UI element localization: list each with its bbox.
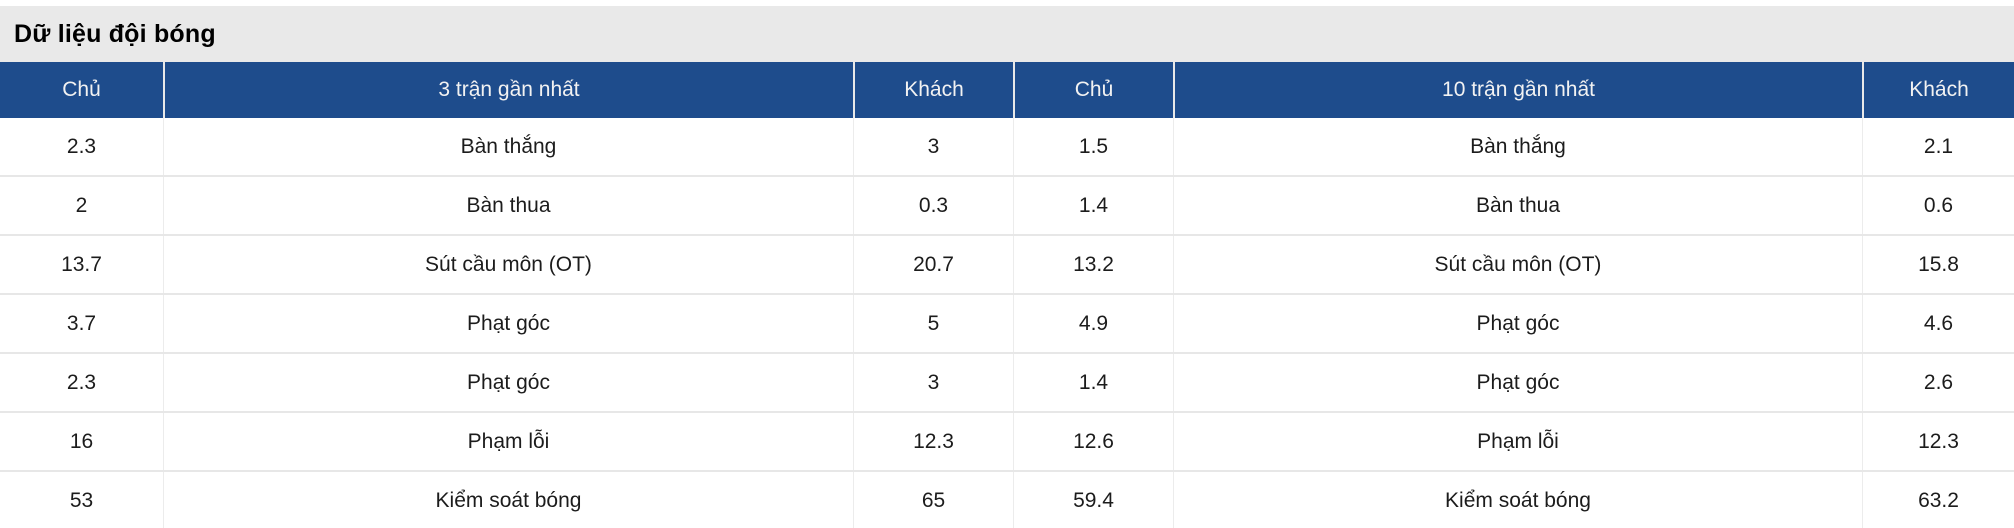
away10-value: 12.3 bbox=[1862, 413, 2014, 470]
home3-value: 2.3 bbox=[66, 370, 97, 394]
home3-value: 3.7 bbox=[66, 311, 97, 335]
stat-label-3: Bàn thắng bbox=[163, 118, 853, 175]
stat-label-10: Bàn thua bbox=[1173, 177, 1862, 234]
page-title: Dữ liệu đội bóng bbox=[14, 19, 216, 48]
home10-value: 1.5 bbox=[1013, 118, 1173, 175]
stat-label-10: Sút cầu môn (OT) bbox=[1173, 236, 1862, 293]
home3-value: 2 bbox=[75, 193, 88, 217]
header-away-last3: Khách bbox=[853, 62, 1013, 118]
home10-value: 13.2 bbox=[1013, 236, 1173, 293]
table-row: 16 Phạm lỗi 12.3 12.6 Phạm lỗi 12.3 bbox=[0, 413, 2014, 472]
home3-value: 13.7 bbox=[61, 252, 102, 276]
stat-label-10: Bàn thắng bbox=[1173, 118, 1862, 175]
table-row: 2.3 Bàn thắng 3 1.5 Bàn thắng 2.1 bbox=[0, 118, 2014, 177]
home3-value: 53 bbox=[69, 488, 94, 512]
header-away-last10: Khách bbox=[1862, 62, 2014, 118]
stat-label-3: Sút cầu môn (OT) bbox=[163, 236, 853, 293]
home3-value: 2.3 bbox=[66, 134, 97, 158]
home10-value: 1.4 bbox=[1013, 354, 1173, 411]
away3-value: 12.3 bbox=[853, 413, 1013, 470]
stat-label-10: Phạt góc bbox=[1173, 354, 1862, 411]
stat-label-3: Bàn thua bbox=[163, 177, 853, 234]
away3-value: 65 bbox=[853, 472, 1013, 528]
away3-value: 0.3 bbox=[853, 177, 1013, 234]
home10-value: 59.4 bbox=[1013, 472, 1173, 528]
away3-value: 3 bbox=[853, 118, 1013, 175]
home10-value: 12.6 bbox=[1013, 413, 1173, 470]
away10-value: 63.2 bbox=[1862, 472, 2014, 528]
stats-table: Chủ 3 trận gần nhất Khách Chủ 10 trận gầ… bbox=[0, 62, 2014, 528]
table-row: 53 Kiểm soát bóng 65 59.4 Kiểm soát bóng… bbox=[0, 472, 2014, 528]
table-row: 13.7 Sút cầu môn (OT) 20.7 13.2 Sút cầu … bbox=[0, 236, 2014, 295]
away3-value: 3 bbox=[853, 354, 1013, 411]
away10-value: 2.6 bbox=[1862, 354, 2014, 411]
table-row: 2 Bàn thua 0.3 1.4 Bàn thua 0.6 bbox=[0, 177, 2014, 236]
away10-value: 2.1 bbox=[1862, 118, 2014, 175]
away3-value: 20.7 bbox=[853, 236, 1013, 293]
title-band: Dữ liệu đội bóng bbox=[0, 6, 2014, 62]
header-home-last10: Chủ bbox=[1013, 62, 1173, 118]
away10-value: 4.6 bbox=[1862, 295, 2014, 352]
header-label-last3: 3 trận gần nhất bbox=[163, 62, 853, 118]
table-row: 3.7 Phạt góc 5 4.9 Phạt góc 4.6 bbox=[0, 295, 2014, 354]
stat-label-3: Kiểm soát bóng bbox=[163, 472, 853, 528]
away10-value: 15.8 bbox=[1862, 236, 2014, 293]
home3-value: 16 bbox=[69, 429, 94, 453]
home10-value: 4.9 bbox=[1013, 295, 1173, 352]
away10-value: 0.6 bbox=[1862, 177, 2014, 234]
away3-value: 5 bbox=[853, 295, 1013, 352]
header-home-last3: Chủ bbox=[0, 62, 163, 118]
stat-label-10: Kiểm soát bóng bbox=[1173, 472, 1862, 528]
table-header-row: Chủ 3 trận gần nhất Khách Chủ 10 trận gầ… bbox=[0, 62, 2014, 118]
stat-label-10: Phạm lỗi bbox=[1173, 413, 1862, 470]
stat-label-3: Phạt góc bbox=[163, 295, 853, 352]
stat-label-10: Phạt góc bbox=[1173, 295, 1862, 352]
stat-label-3: Phạt góc bbox=[163, 354, 853, 411]
table-row: 2.3 Phạt góc 3 1.4 Phạt góc 2.6 bbox=[0, 354, 2014, 413]
top-spacer bbox=[0, 0, 2014, 6]
home10-value: 1.4 bbox=[1013, 177, 1173, 234]
header-label-last10: 10 trận gần nhất bbox=[1173, 62, 1862, 118]
stat-label-3: Phạm lỗi bbox=[163, 413, 853, 470]
